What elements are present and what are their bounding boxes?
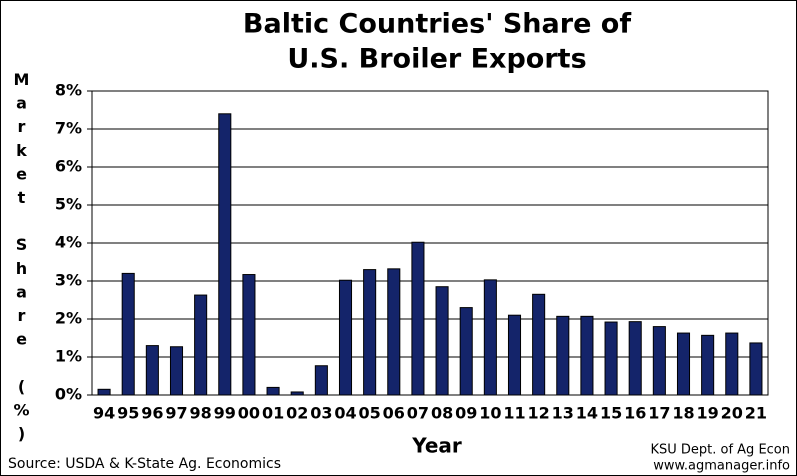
- bar: [338, 279, 353, 396]
- y-tick-label: 1%: [55, 347, 82, 366]
- bar: [314, 365, 328, 396]
- chart-title: U.S. Broiler Exports: [287, 44, 586, 75]
- x-tick-label: 08: [431, 404, 453, 423]
- bar: [145, 345, 159, 396]
- y-tick-label: 0%: [55, 385, 82, 404]
- credit: www.agmanager.info: [653, 459, 790, 474]
- bar: [749, 342, 763, 396]
- x-tick-label: 19: [697, 404, 719, 423]
- x-tick-label: 13: [552, 404, 574, 423]
- y-tick-label: 4%: [55, 233, 82, 252]
- x-tick-label: 17: [648, 404, 670, 423]
- y-tick-label: 3%: [55, 271, 82, 290]
- bar: [266, 386, 280, 396]
- x-tick-label: 18: [672, 404, 694, 423]
- bar: [435, 286, 449, 396]
- bar: [290, 391, 304, 396]
- x-tick-label: 95: [117, 404, 139, 423]
- bar: [387, 268, 401, 396]
- x-tick-label: 11: [503, 404, 525, 423]
- bar: [459, 307, 473, 396]
- bar: [532, 293, 546, 396]
- x-tick-label: 10: [479, 404, 501, 423]
- x-tick-label: 20: [721, 404, 743, 423]
- bar: [628, 321, 642, 396]
- x-tick-label: 05: [359, 404, 381, 423]
- bar: [652, 326, 666, 396]
- x-tick-label: 03: [310, 404, 332, 423]
- x-tick-label: 07: [407, 404, 429, 423]
- bar: [725, 332, 739, 396]
- bar: [676, 332, 691, 396]
- x-tick-label: 97: [165, 404, 187, 423]
- bar: [169, 346, 184, 396]
- bar: [218, 113, 232, 396]
- x-tick-label: 02: [286, 404, 308, 423]
- bar: [242, 274, 256, 396]
- x-tick-label: 14: [576, 404, 598, 423]
- x-axis-label: Year: [411, 434, 462, 458]
- bar: [507, 314, 522, 396]
- bar: [701, 334, 715, 396]
- bar: [121, 272, 135, 396]
- x-tick-label: 98: [190, 404, 212, 423]
- bar: [411, 241, 425, 396]
- y-axis-label: Market Share (%): [12, 70, 31, 448]
- bar: [194, 294, 208, 396]
- x-tick-label: 00: [238, 404, 260, 423]
- bar: [556, 315, 570, 396]
- x-tick-label: 96: [141, 404, 163, 423]
- x-tick-label: 94: [93, 404, 115, 423]
- y-tick-label: 8%: [55, 81, 82, 100]
- chart-title: Baltic Countries' Share of: [243, 9, 631, 40]
- x-tick-label: 01: [262, 404, 284, 423]
- x-tick-label: 21: [745, 404, 767, 423]
- credit: KSU Dept. of Ag Econ: [650, 443, 790, 458]
- bar: [483, 279, 497, 396]
- y-tick-label: 6%: [55, 157, 82, 176]
- x-tick-label: 16: [624, 404, 646, 423]
- x-tick-label: 04: [334, 404, 356, 423]
- y-tick-label: 5%: [55, 195, 82, 214]
- bar: [363, 269, 377, 396]
- y-tick-label: 7%: [55, 119, 82, 138]
- y-tick-label: 2%: [55, 309, 82, 328]
- source: Source: USDA & K-State Ag. Economics: [8, 456, 281, 472]
- bar: [580, 315, 594, 396]
- x-tick-label: 09: [455, 404, 477, 423]
- x-tick-label: 99: [214, 404, 236, 423]
- x-tick-label: 06: [383, 404, 405, 423]
- x-tick-label: 15: [600, 404, 622, 423]
- bar: [604, 321, 618, 396]
- x-tick-label: 12: [528, 404, 550, 423]
- bar: [97, 388, 111, 396]
